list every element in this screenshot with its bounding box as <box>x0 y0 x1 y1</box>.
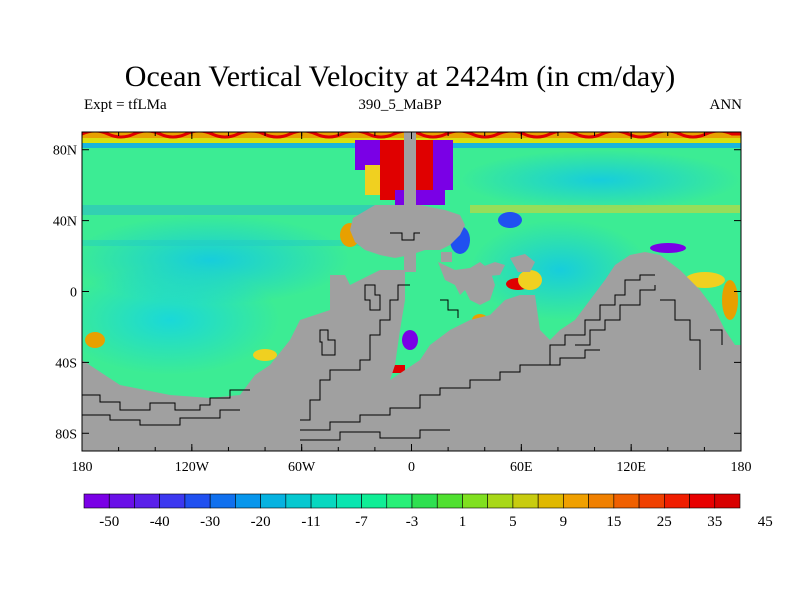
y-tick-label: 40S <box>55 356 77 371</box>
colorbar-swatch <box>361 493 388 509</box>
band-40n <box>82 205 382 215</box>
patch-yellow-1 <box>518 270 542 290</box>
x-tick-label: 60E <box>510 460 533 475</box>
patch-yellow-3 <box>685 272 725 288</box>
patch-purple-1 <box>402 330 418 350</box>
patch-purple-2 <box>650 243 686 253</box>
arctic-red <box>82 132 741 139</box>
colorbar-swatch <box>613 493 640 509</box>
colorbar: -50 -40 -30 -20 -11 -7 -3 1 5 9 15 25 35 45 <box>83 493 773 530</box>
colorbar-swatch <box>336 493 362 509</box>
north-tethys-field <box>460 150 740 210</box>
y-tick-label: 80S <box>55 427 77 442</box>
colorbar-swatch <box>310 493 337 509</box>
colorbar-label: -11 <box>301 514 320 530</box>
x-tick-label: 120W <box>175 460 210 475</box>
colorbar-label: 35 <box>707 514 722 530</box>
band-20n <box>82 240 382 246</box>
island-2 <box>479 262 505 276</box>
colorbar-swatch <box>411 493 438 509</box>
x-tick-label: 120E <box>616 460 646 475</box>
colorbar-swatch <box>108 493 135 509</box>
colorbar-swatch <box>462 493 488 509</box>
colorbar-label: 1 <box>459 514 467 530</box>
colorbar-swatch <box>664 493 690 509</box>
season-label: ANN <box>709 97 743 113</box>
x-tick-label: 0 <box>408 460 415 475</box>
colorbar-label: -40 <box>150 514 170 530</box>
colorbar-swatch <box>159 493 186 509</box>
colorbar-label: -3 <box>406 514 419 530</box>
y-tick-label: 80N <box>53 144 77 159</box>
colorbar-label: 5 <box>509 514 517 530</box>
channel-yellow <box>365 165 380 195</box>
colorbar-label: -30 <box>200 514 220 530</box>
colorbar-swatch <box>436 493 463 509</box>
patch-red-2 <box>390 365 405 373</box>
map-field <box>82 132 741 451</box>
x-tick-label: 180 <box>731 460 752 475</box>
colorbar-swatch <box>260 493 287 509</box>
colorbar-swatch <box>235 493 261 509</box>
y-axis: 80N 40N 0 40S 80S <box>53 144 741 442</box>
chart-title: Ocean Vertical Velocity at 2424m (in cm/… <box>124 60 676 93</box>
colorbar-label: 45 <box>758 514 773 530</box>
colorbar-label: 25 <box>657 514 672 530</box>
colorbar-swatch <box>209 493 236 509</box>
colorbar-swatch <box>134 493 160 509</box>
colorbar-swatch <box>714 493 741 509</box>
colorbar-swatch <box>487 493 514 509</box>
colorbar-swatch <box>184 493 211 509</box>
colorbar-label: -50 <box>99 514 119 530</box>
colorbar-label: -7 <box>355 514 368 530</box>
meridian-land <box>404 132 416 272</box>
colorbar-swatch <box>588 493 615 509</box>
colorbar-swatch <box>285 493 312 509</box>
channel-red-east <box>415 140 433 200</box>
band-40n-east <box>470 205 740 213</box>
colorbar-swatch <box>638 493 665 509</box>
colorbar-swatch <box>83 493 110 509</box>
island-1 <box>510 254 535 272</box>
colorbar-swatch <box>689 493 716 509</box>
colorbar-label: -20 <box>251 514 271 530</box>
colorbar-swatch <box>563 493 589 509</box>
channel-purple-east <box>433 140 453 190</box>
experiment-label: Expt = tfLMa <box>84 97 167 113</box>
colorbar-label: 9 <box>560 514 568 530</box>
colorbar-label: 15 <box>606 514 621 530</box>
africa-north-land <box>438 262 495 305</box>
patch-orange-3 <box>722 280 738 320</box>
patch-yellow-4 <box>253 349 277 361</box>
y-tick-label: 0 <box>70 286 77 301</box>
y-tick-label: 40N <box>53 215 77 230</box>
patch-orange-4 <box>85 332 105 348</box>
x-tick-label: 60W <box>288 460 316 475</box>
colorbar-swatch <box>386 493 413 509</box>
patch-blue-2 <box>498 212 522 228</box>
x-axis: 180 120W 60W 0 60E 120E 180 <box>72 132 752 475</box>
colorbar-swatch <box>537 493 564 509</box>
period-label: 390_5_MaBP <box>358 97 442 113</box>
antarctic-south-land <box>82 252 741 451</box>
coastlines <box>82 232 723 441</box>
x-tick-label: 180 <box>72 460 93 475</box>
channel-purple-south <box>395 190 445 205</box>
colorbar-swatch <box>512 493 539 509</box>
island-3 <box>441 252 452 262</box>
tropical-pacific-field <box>82 215 350 305</box>
